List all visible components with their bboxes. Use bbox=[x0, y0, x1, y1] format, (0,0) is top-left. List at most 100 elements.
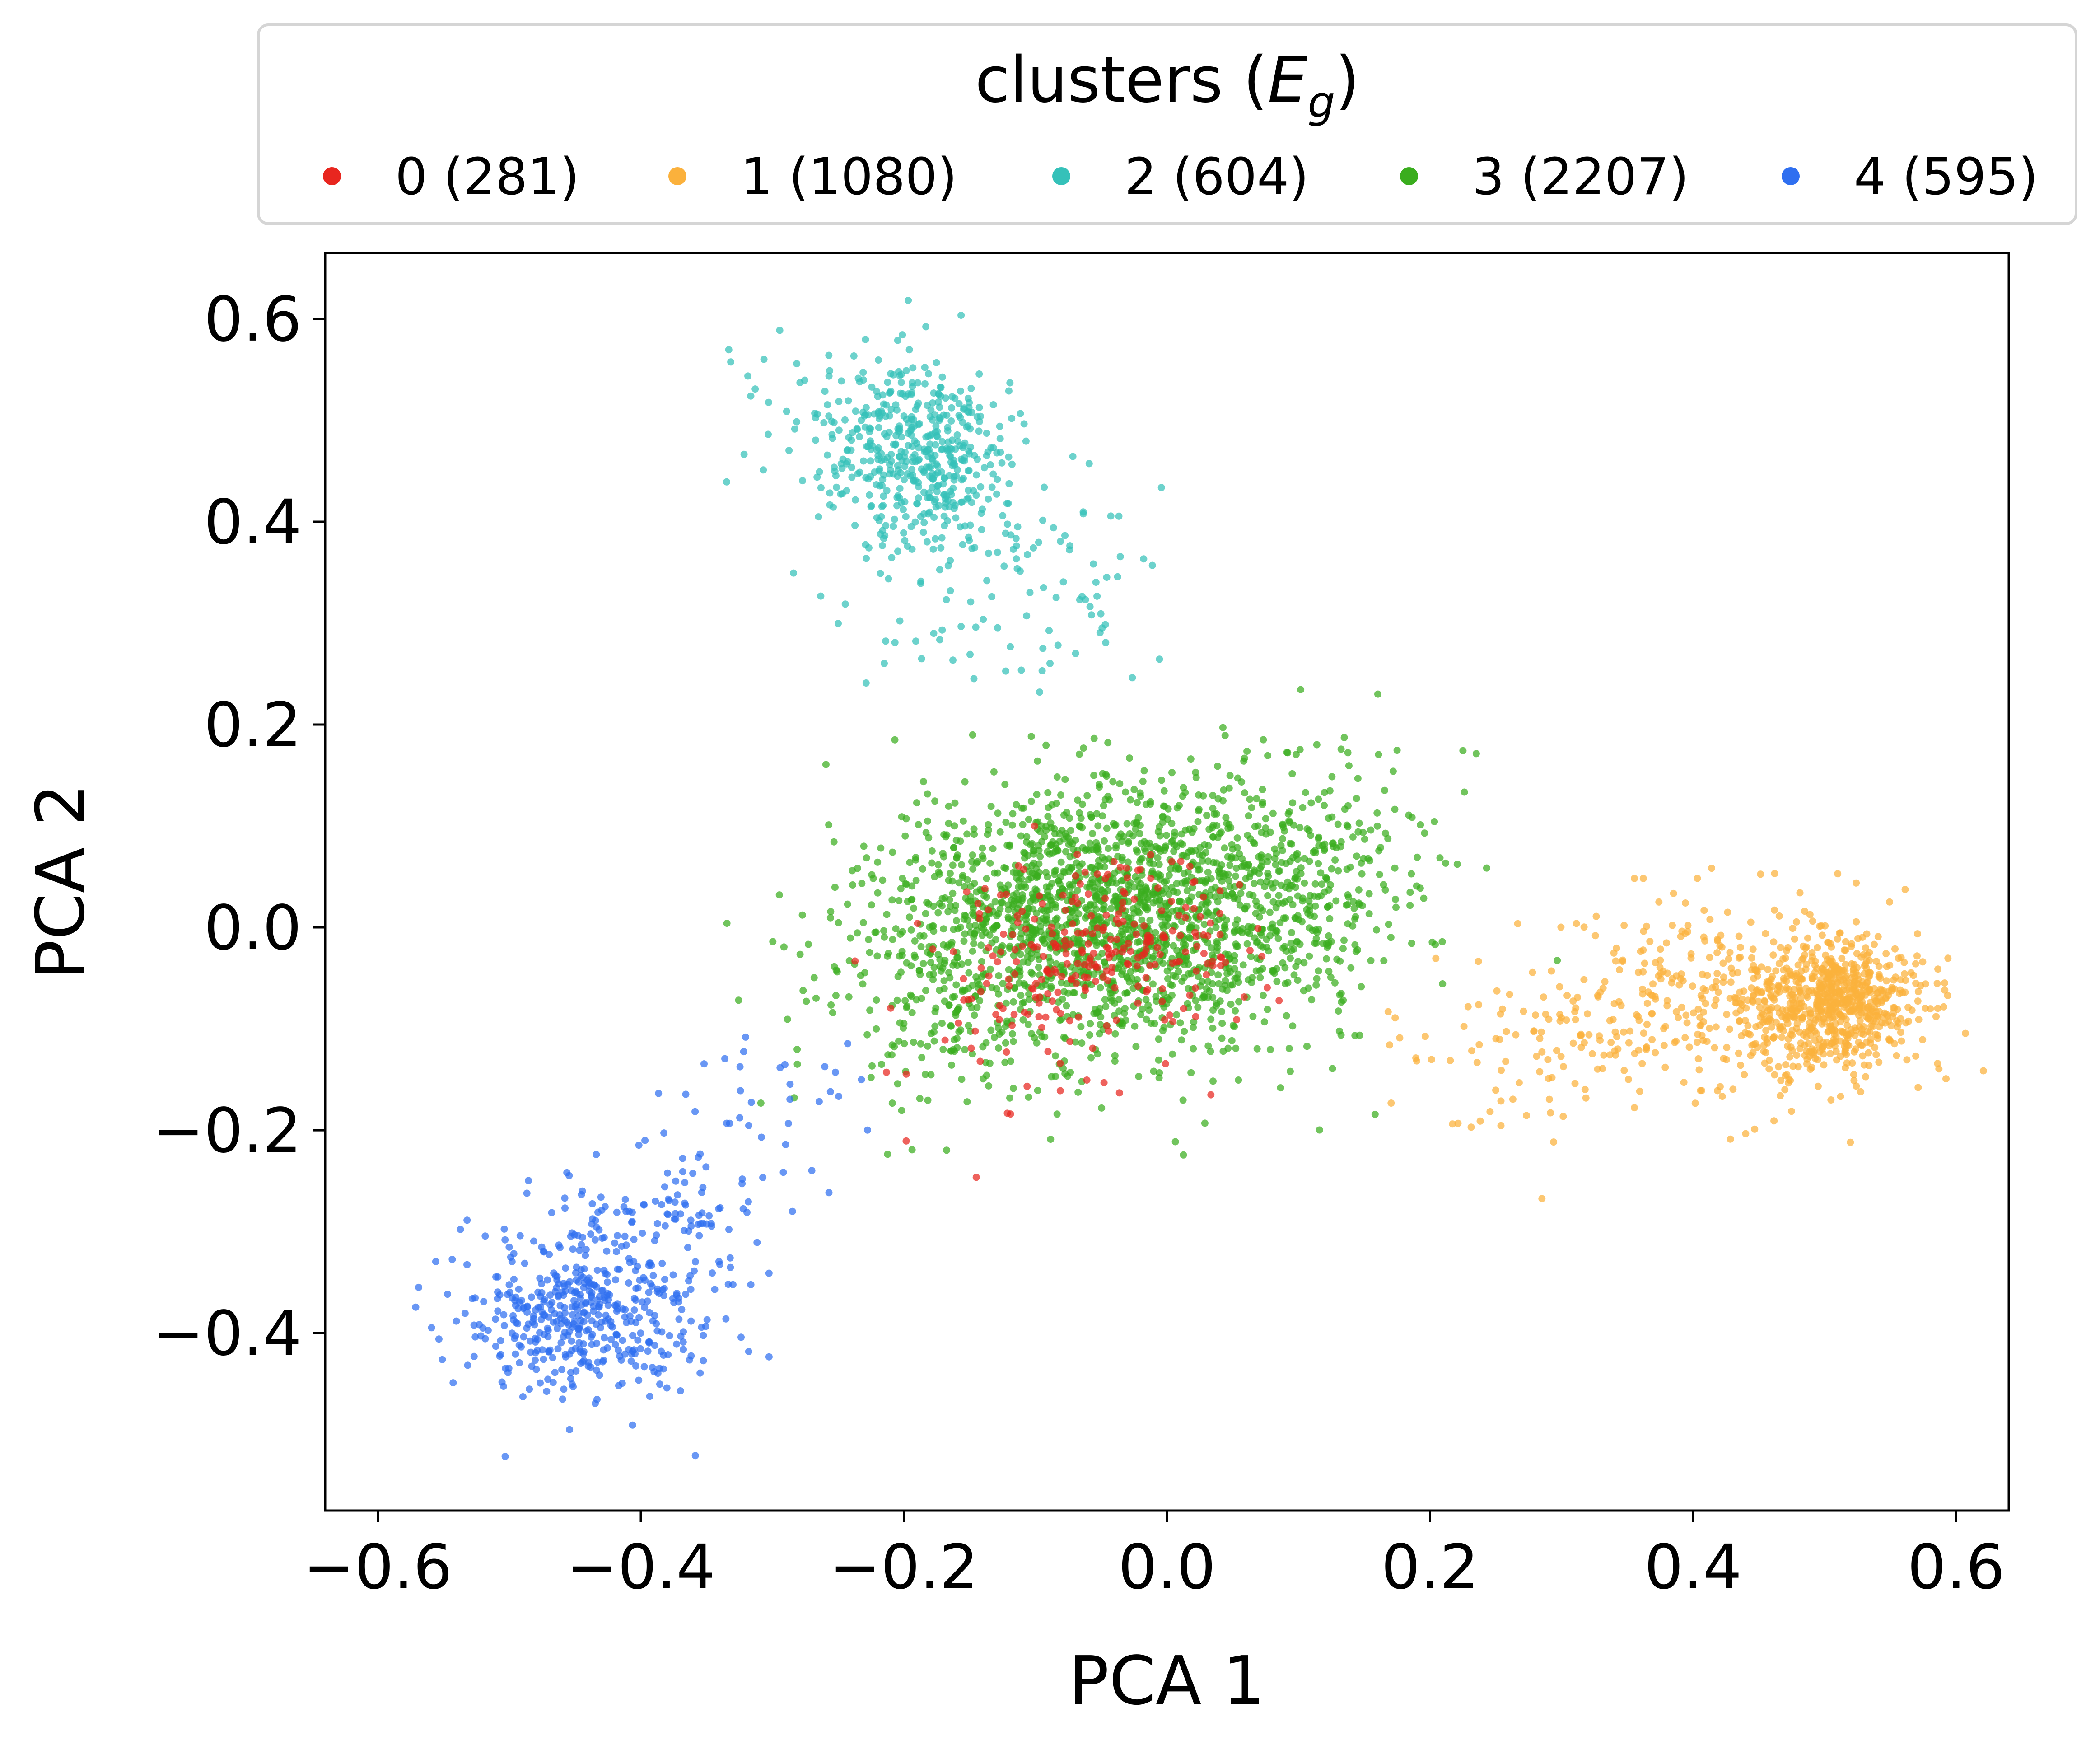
data-point bbox=[1281, 964, 1289, 972]
data-point bbox=[1102, 912, 1110, 919]
data-point bbox=[901, 453, 908, 461]
data-point bbox=[1637, 948, 1644, 955]
data-point bbox=[1657, 945, 1664, 953]
data-point bbox=[782, 1141, 789, 1148]
data-point bbox=[699, 1220, 707, 1227]
data-point bbox=[1863, 979, 1871, 987]
data-point bbox=[1337, 990, 1345, 997]
data-point bbox=[508, 1258, 516, 1265]
data-point bbox=[850, 352, 858, 360]
data-point bbox=[1207, 1015, 1215, 1023]
data-point bbox=[784, 1120, 792, 1127]
data-point bbox=[1762, 1027, 1770, 1034]
data-point bbox=[1842, 1039, 1850, 1047]
data-point bbox=[835, 919, 842, 926]
data-point bbox=[1013, 958, 1020, 965]
data-point bbox=[996, 828, 1004, 836]
data-point bbox=[902, 1070, 910, 1078]
data-point bbox=[1596, 1037, 1604, 1044]
data-point bbox=[583, 1276, 591, 1284]
data-point bbox=[994, 548, 1001, 556]
data-point bbox=[899, 390, 906, 398]
data-point bbox=[1727, 978, 1735, 986]
data-point bbox=[494, 1307, 502, 1315]
data-point bbox=[1735, 932, 1743, 940]
data-point bbox=[568, 1347, 576, 1354]
data-point bbox=[1325, 886, 1333, 894]
data-point bbox=[1824, 969, 1831, 976]
data-point bbox=[1040, 584, 1047, 591]
data-point bbox=[879, 476, 887, 483]
data-point bbox=[1447, 1057, 1454, 1064]
data-point bbox=[1601, 978, 1609, 986]
data-point bbox=[866, 491, 873, 499]
data-point bbox=[1039, 516, 1046, 524]
data-point bbox=[1232, 872, 1239, 880]
data-point bbox=[1216, 887, 1224, 894]
data-point bbox=[1708, 865, 1715, 872]
data-point bbox=[1209, 805, 1217, 812]
data-point bbox=[983, 577, 991, 585]
data-point bbox=[1922, 1005, 1929, 1012]
data-point bbox=[1076, 823, 1084, 831]
data-point bbox=[1218, 1008, 1226, 1015]
data-point bbox=[948, 404, 956, 412]
data-point bbox=[1013, 912, 1021, 920]
data-point bbox=[1818, 968, 1825, 976]
data-point bbox=[1036, 688, 1043, 696]
data-point bbox=[672, 1215, 680, 1223]
data-point bbox=[999, 512, 1007, 519]
data-point bbox=[1493, 987, 1501, 995]
data-point bbox=[938, 373, 946, 381]
data-point bbox=[568, 1303, 576, 1311]
data-point bbox=[1678, 1003, 1685, 1011]
data-point bbox=[1281, 827, 1288, 835]
data-point bbox=[996, 422, 1003, 430]
data-point bbox=[1218, 828, 1225, 836]
data-point bbox=[1862, 1073, 1869, 1081]
data-point bbox=[1209, 962, 1217, 970]
data-point bbox=[1177, 898, 1185, 906]
data-point bbox=[922, 448, 930, 455]
data-point bbox=[1173, 804, 1181, 812]
data-point bbox=[1979, 1067, 1987, 1075]
data-point bbox=[1000, 931, 1008, 938]
data-point bbox=[949, 861, 957, 869]
data-point bbox=[1112, 916, 1120, 923]
data-point bbox=[1588, 1050, 1596, 1057]
data-point bbox=[985, 906, 992, 914]
data-point bbox=[1646, 938, 1654, 945]
data-point bbox=[1556, 1017, 1564, 1025]
data-point bbox=[899, 875, 906, 882]
data-point bbox=[1752, 1023, 1760, 1030]
data-point bbox=[1768, 983, 1776, 990]
data-point bbox=[793, 418, 801, 426]
data-point bbox=[1176, 931, 1184, 939]
data-point bbox=[875, 356, 882, 364]
data-point bbox=[1053, 960, 1060, 968]
data-point bbox=[644, 1347, 652, 1355]
data-point bbox=[1052, 944, 1059, 952]
data-point bbox=[560, 1385, 568, 1393]
data-point bbox=[1016, 901, 1023, 908]
data-point bbox=[1364, 855, 1372, 862]
data-point bbox=[540, 1248, 547, 1255]
data-point bbox=[554, 1345, 562, 1353]
data-point bbox=[1887, 1022, 1895, 1029]
data-point bbox=[1796, 889, 1804, 897]
data-point bbox=[532, 1357, 539, 1364]
data-point bbox=[1090, 772, 1098, 779]
data-point bbox=[1139, 777, 1147, 785]
data-point bbox=[1287, 940, 1295, 947]
data-point bbox=[1022, 916, 1030, 923]
data-point bbox=[978, 526, 985, 533]
data-point bbox=[548, 1306, 555, 1314]
data-point bbox=[936, 870, 943, 878]
data-point bbox=[1099, 812, 1106, 820]
data-point bbox=[1217, 962, 1224, 969]
data-point bbox=[1237, 889, 1245, 897]
data-point bbox=[829, 1009, 836, 1016]
data-point bbox=[1827, 1023, 1835, 1030]
data-point bbox=[1408, 814, 1416, 821]
data-point bbox=[958, 960, 966, 968]
